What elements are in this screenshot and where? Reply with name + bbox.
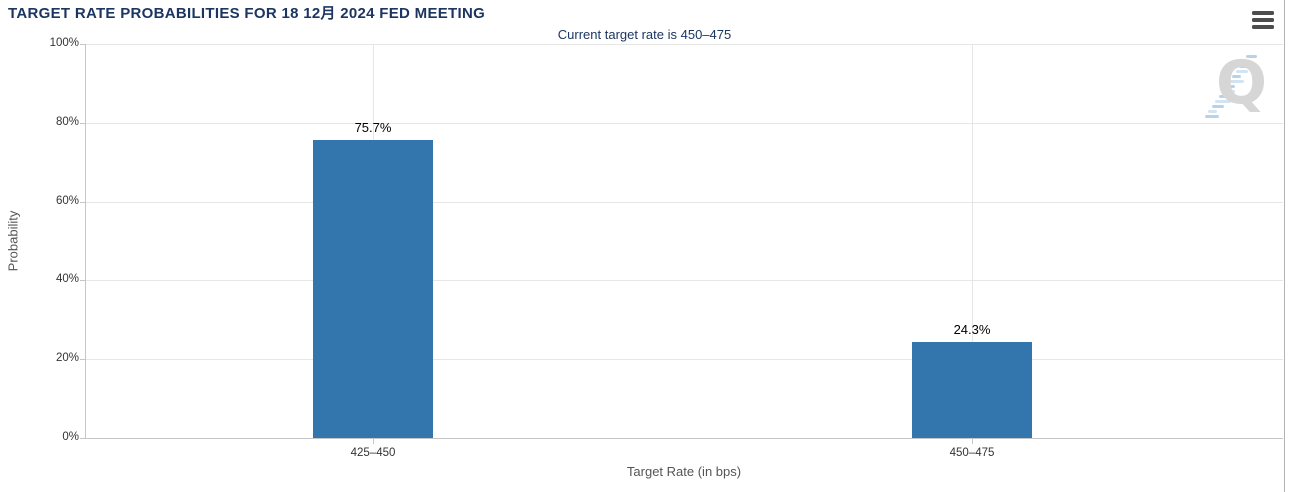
y-tick-mark [80,44,85,45]
y-tick-label: 100% [49,37,79,49]
probability-bar[interactable] [313,139,433,438]
y-gridline [85,201,1283,203]
probability-bar[interactable] [912,342,1032,438]
y-tick-label: 80% [55,115,79,128]
y-gridline [85,44,1283,45]
y-tick-mark [80,359,85,361]
y-tick-label: 60% [55,194,79,207]
x-axis-line [85,438,1283,439]
panel-right-border [1284,0,1285,492]
y-gridline [85,122,1283,124]
x-tick-label: 450–475 [949,447,995,459]
y-tick-mark [80,438,85,439]
y-tick-mark [80,201,85,203]
y-tick-mark [80,122,85,124]
x-axis-title: Target Rate (in bps) [626,464,742,479]
y-axis-line [85,44,86,438]
y-gridline [85,280,1283,282]
x-tick-label: 425–450 [350,447,396,459]
x-tick-mark [972,438,973,444]
hamburger-icon [1250,11,1276,29]
x-tick-mark [373,438,374,444]
y-tick-label: 0% [62,431,79,443]
y-axis-title: Probability [5,210,21,272]
x-gridline [972,44,973,438]
chart-menu-button[interactable] [1250,7,1276,33]
y-tick-mark [80,280,85,282]
y-gridline [85,359,1283,361]
bar-value-label: 75.7% [354,119,392,135]
page-title: TARGET RATE PROBABILITIES FOR 18 12月 202… [8,5,486,22]
bar-value-label: 24.3% [953,322,991,338]
y-tick-label: 40% [55,273,79,286]
chart-subtitle: Current target rate is 450–475 [557,27,732,42]
y-tick-label: 20% [55,352,79,365]
